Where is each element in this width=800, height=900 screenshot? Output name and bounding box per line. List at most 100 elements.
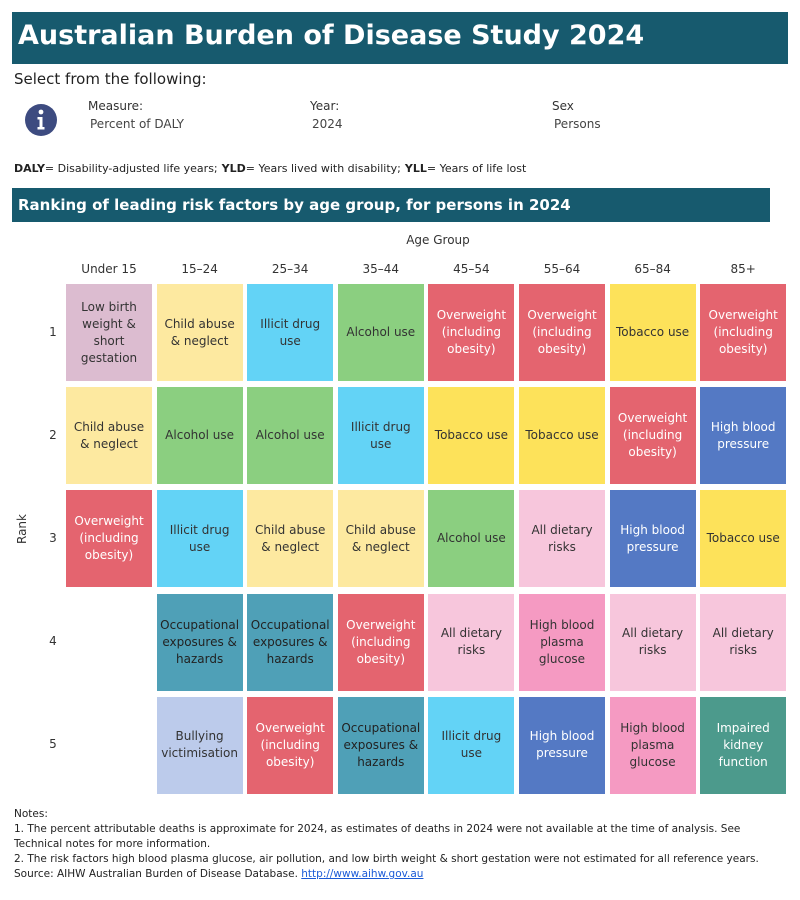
risk-cell: Child abuse & neglect (156, 284, 243, 381)
column-header: 55–64 (543, 262, 581, 276)
risk-label: Tobacco use (615, 325, 690, 339)
page-title: Australian Burden of Disease Study 2024 (18, 20, 645, 51)
risk-label: Illicit drug use (169, 522, 230, 554)
row-header: 5 (49, 737, 57, 752)
risk-label: Low birth weight & short gestation (80, 299, 138, 365)
risk-cell: Child abuse & neglect (66, 387, 152, 485)
risk-cell: High blood pressure (519, 696, 605, 794)
filter-label: Sex (552, 99, 574, 113)
column-header: 65–84 (634, 262, 671, 276)
section-title: Ranking of leading risk factors by age g… (18, 196, 571, 214)
column-header: Under 15 (81, 262, 137, 276)
risk-label: Alcohol use (436, 531, 506, 546)
risk-cell: Tobacco use (428, 387, 515, 485)
risk-cell: Illicit drug use (428, 696, 515, 794)
risk-cell: Low birth weight & short gestation (66, 284, 152, 381)
risk-label: Alcohol use (165, 428, 234, 443)
risk-cell: High blood plasma glucose (519, 593, 605, 691)
risk-label: High blood pressure (710, 419, 776, 451)
row-header: 3 (49, 530, 57, 545)
filter-label: Year: (310, 99, 340, 113)
risk-cell: Occupational exposures & hazards (247, 593, 334, 691)
filter-value: 2024 (312, 117, 343, 131)
risk-label: Overweight (including obesity) (436, 308, 507, 356)
risk-label: Bullying victimisation (161, 729, 238, 761)
row-title: Rank (15, 514, 29, 544)
risk-cell: High blood pressure (609, 490, 696, 588)
risk-label: High blood pressure (620, 522, 685, 554)
definition-text: = Disability-adjusted life years; (44, 162, 218, 175)
risk-label: Tobacco use (434, 428, 508, 443)
prompt: Select from the following: (14, 70, 207, 88)
risk-cell: High blood plasma glucose (609, 696, 696, 794)
risk-cell: Alcohol use (247, 387, 334, 485)
column-header: 25–34 (271, 262, 309, 276)
risk-label: Overweight (including obesity) (346, 617, 416, 666)
risk-cell: Bullying victimisation (156, 696, 243, 794)
risk-cell: Illicit drug use (247, 284, 334, 381)
filter-value: Persons (554, 117, 601, 131)
definition-text: = Years of life lost (426, 162, 527, 175)
section-bar (12, 188, 770, 222)
risk-cell: Impaired kidney function (700, 696, 787, 794)
risk-label: Alcohol use (255, 428, 325, 443)
risk-label: Child abuse & neglect (73, 419, 145, 451)
risk-label: Occupational exposures & hazards (341, 720, 421, 769)
risk-cell: All dietary risks (519, 490, 605, 588)
risk-cell: Illicit drug use (337, 387, 424, 485)
note-lines: 1. The percent attributable deaths is ap… (14, 822, 784, 867)
filter-label: Measure: (88, 99, 144, 113)
column-header: 35–44 (362, 262, 400, 276)
definition-abbr: YLL (404, 162, 427, 175)
info-icon[interactable] (24, 103, 58, 137)
risk-label: Child abuse & neglect (345, 522, 416, 554)
risk-cell: All dietary risks (700, 593, 787, 691)
risk-cell: Illicit drug use (156, 490, 243, 588)
risk-cell: Overweight (including obesity) (609, 387, 696, 485)
risk-label: High blood pressure (529, 729, 595, 761)
definition-abbr: YLD (221, 162, 246, 175)
note-line: 1. The percent attributable deaths is ap… (14, 823, 741, 850)
source-text: Source: AIHW Australian Burden of Diseas… (14, 868, 298, 880)
risk-cell: Overweight (including obesity) (247, 696, 334, 794)
row-header: 1 (49, 324, 57, 339)
risk-label: Occupational exposures & hazards (160, 617, 240, 666)
risk-label: Impaired kidney function (716, 720, 770, 769)
risk-cell: All dietary risks (609, 593, 696, 691)
risk-cell: Child abuse & neglect (247, 490, 334, 588)
risk-label: All dietary risks (440, 626, 502, 658)
risk-cell: Overweight (including obesity) (66, 490, 152, 588)
risk-label: Overweight (including obesity) (708, 308, 778, 356)
column-header: 85+ (730, 262, 756, 276)
risk-cell: Occupational exposures & hazards (156, 593, 243, 691)
risk-cell: Tobacco use (609, 284, 696, 381)
risk-cell: All dietary risks (428, 593, 515, 691)
risk-label: All dietary risks (531, 522, 593, 554)
risk-cell: Overweight (including obesity) (337, 593, 424, 691)
risk-label: Overweight (including obesity) (527, 308, 597, 356)
source: Source: AIHW Australian Burden of Diseas… (14, 867, 784, 882)
risk-cell: Alcohol use (156, 387, 243, 485)
source-link[interactable]: http://www.aihw.gov.au (301, 868, 424, 880)
risk-label: Overweight (including obesity) (74, 514, 144, 563)
row-header: 2 (49, 427, 57, 442)
notes-title: Notes: (14, 808, 48, 820)
risk-label: Alcohol use (346, 325, 416, 339)
definition-text: = Years lived with disability; (245, 162, 401, 175)
definitions: DALY= Disability-adjusted life years; YLD… (14, 162, 530, 175)
column-header: 45–54 (453, 262, 490, 276)
risk-label: All dietary risks (622, 626, 684, 658)
risk-label: High blood plasma glucose (529, 617, 595, 666)
risk-label: Overweight (including obesity) (617, 411, 688, 460)
risk-cell: Overweight (including obesity) (700, 284, 787, 381)
risk-cell: Alcohol use (337, 284, 424, 381)
risk-label: Child abuse & neglect (164, 316, 235, 348)
risk-label: High blood plasma glucose (620, 720, 685, 769)
risk-cell: Overweight (including obesity) (519, 284, 605, 381)
filter-value: Percent of DALY (90, 117, 185, 131)
risk-label: Occupational exposures & hazards (250, 617, 330, 666)
risk-label: Illicit drug use (350, 419, 411, 451)
title-bar (12, 12, 788, 64)
risk-label: Tobacco use (525, 428, 599, 443)
column-header: 15–24 (181, 262, 218, 276)
